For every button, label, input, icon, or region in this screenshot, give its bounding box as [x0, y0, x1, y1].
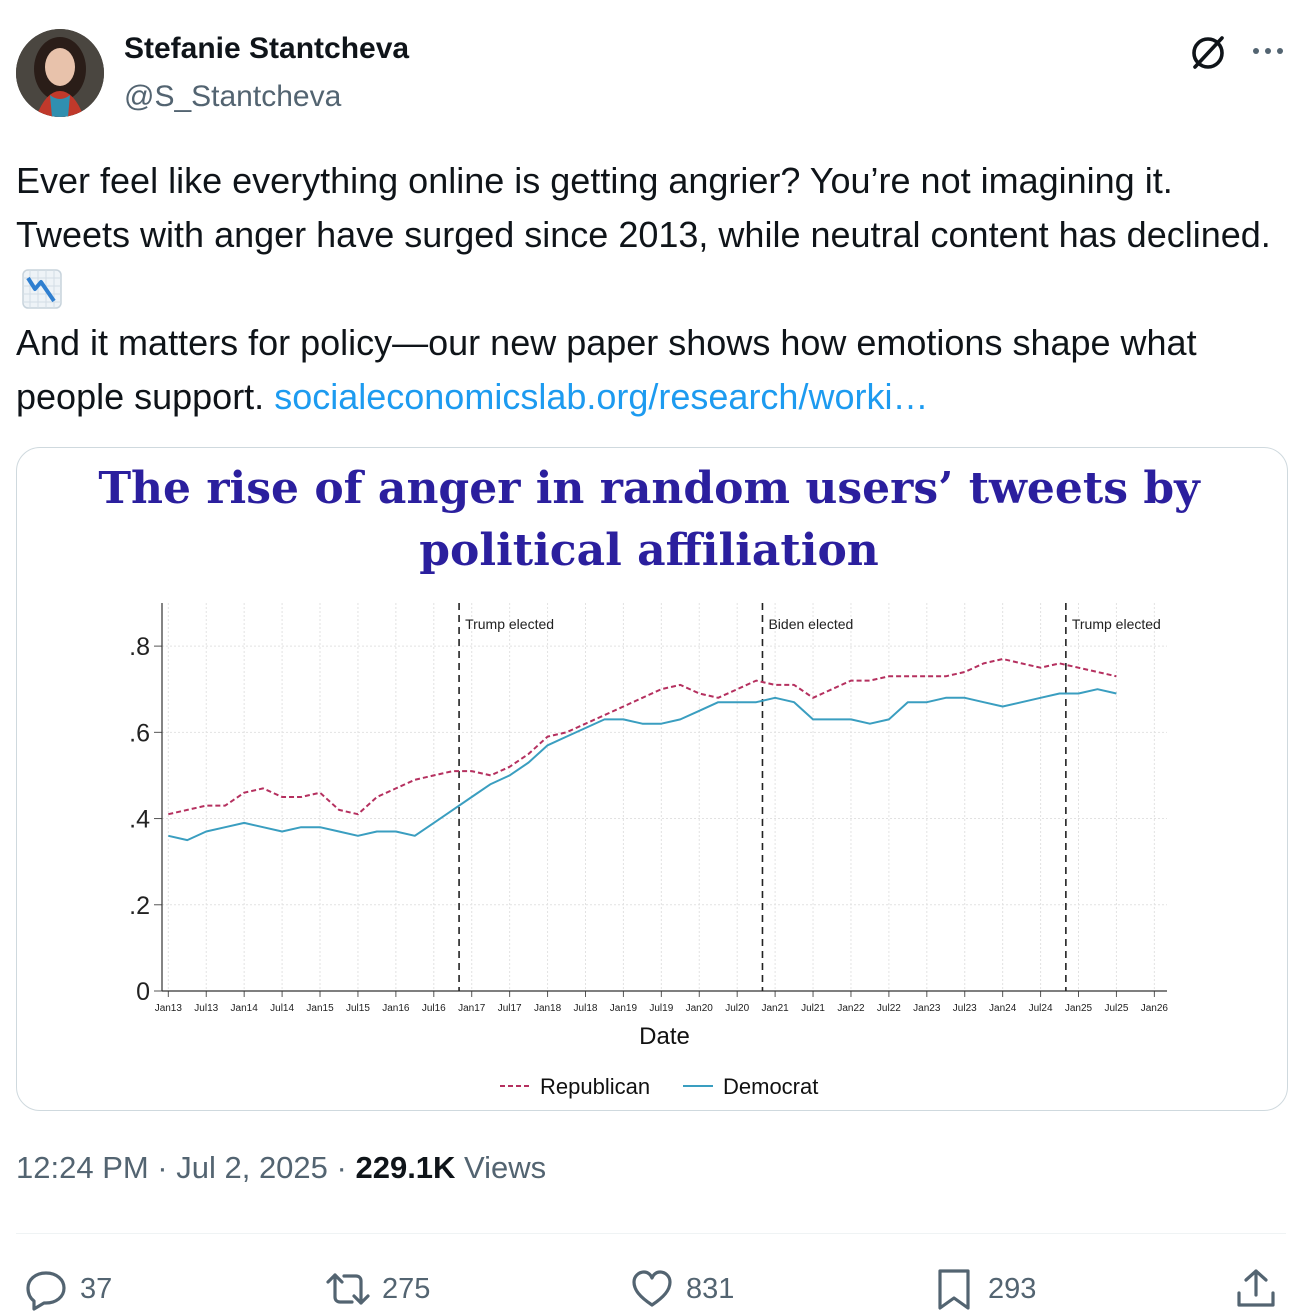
- author-name[interactable]: Stefanie Stantcheva: [124, 32, 410, 65]
- bookmark-count: 293: [988, 1272, 1037, 1305]
- x-tick-label: Jul23: [953, 1003, 977, 1014]
- x-tick-label: Jan20: [686, 1003, 714, 1014]
- x-tick-label: Jan23: [913, 1003, 941, 1014]
- line-chart: Jan13 Jul13 Jan14 Jul14 Jan15 Jul15 Jan16 Jul16…: [129, 603, 1169, 1099]
- x-tick-label: Jul19: [649, 1003, 673, 1014]
- x-tick-label: Jan15: [306, 1003, 334, 1014]
- retweet-icon: [326, 1273, 370, 1305]
- tweet-line-1: Ever feel like everything online is gett…: [16, 160, 1271, 255]
- x-tick-label: Jan19: [610, 1003, 638, 1014]
- x-tick-label: Jan22: [837, 1003, 865, 1014]
- retweet-count: 275: [382, 1272, 431, 1305]
- x-tick-label: Jan21: [761, 1003, 789, 1014]
- series-line-republican: [168, 658, 1117, 816]
- x-tick-label: Jul17: [498, 1003, 522, 1014]
- x-tick-label: Jan18: [534, 1003, 562, 1014]
- x-tick-label: Jul25: [1104, 1003, 1128, 1014]
- y-tick-label: .4: [129, 806, 150, 834]
- x-axis-label: Date: [639, 1023, 690, 1050]
- x-tick-label: Jul16: [422, 1003, 446, 1014]
- x-tick-label: Jan24: [989, 1003, 1017, 1014]
- share-button[interactable]: [1234, 1262, 1290, 1316]
- tweet-line-2: And it matters for policy—our new paper …: [16, 322, 1197, 417]
- avatar[interactable]: [16, 29, 104, 117]
- x-tick-label: Jan26: [1141, 1003, 1169, 1014]
- chart-title: The rise of anger in random users’ tweet…: [98, 463, 1200, 576]
- x-tick-label: Jul20: [725, 1003, 749, 1014]
- share-icon: [1237, 1269, 1275, 1307]
- x-tick-label: Jul15: [346, 1003, 370, 1014]
- tweet-meta: 12:24 PM · Jul 2, 2025 · 229.1K Views: [16, 1150, 546, 1186]
- x-tick-label: Jan25: [1065, 1003, 1093, 1014]
- divider: [16, 1233, 1286, 1234]
- grok-icon[interactable]: [1188, 32, 1228, 72]
- x-tick-label: Jul14: [270, 1003, 294, 1014]
- x-tick-label: Jul18: [574, 1003, 598, 1014]
- y-tick-label: .8: [129, 633, 150, 661]
- x-tick-label: Jul13: [194, 1003, 218, 1014]
- reply-icon: [26, 1271, 66, 1311]
- timestamp[interactable]: 12:24 PM · Jul 2, 2025 ·: [16, 1150, 356, 1185]
- views-label: Views: [455, 1150, 547, 1185]
- bookmark-button[interactable]: 293: [932, 1262, 1036, 1316]
- x-tick-label: Jul21: [801, 1003, 825, 1014]
- chart-decreasing-icon: [22, 269, 62, 309]
- legend-label: Republican: [540, 1074, 650, 1099]
- x-tick-label: Jan16: [382, 1003, 410, 1014]
- legend-label: Democrat: [723, 1074, 818, 1099]
- views-count: 229.1K: [355, 1150, 456, 1185]
- x-tick-label: Jan14: [231, 1003, 259, 1014]
- y-tick-label: 0: [136, 978, 150, 1006]
- tweet-text: Ever feel like everything online is gett…: [16, 154, 1291, 424]
- event-label: Biden elected: [768, 616, 853, 632]
- paper-link[interactable]: socialeconomicslab.org/research/worki…: [274, 376, 929, 417]
- reply-count: 37: [80, 1272, 113, 1305]
- like-count: 831: [686, 1272, 735, 1305]
- event-label: Trump elected: [1072, 616, 1161, 632]
- author-handle[interactable]: @S_Stantcheva: [124, 80, 342, 113]
- event-label: Trump elected: [465, 616, 554, 632]
- more-icon[interactable]: [1250, 36, 1286, 66]
- x-tick-label: Jan17: [458, 1003, 486, 1014]
- like-button[interactable]: 831: [630, 1262, 734, 1316]
- series-line-democrat: [168, 688, 1117, 842]
- heart-icon: [632, 1270, 672, 1307]
- chart-image[interactable]: The rise of anger in random users’ tweet…: [16, 447, 1288, 1111]
- x-tick-label: Jan13: [155, 1003, 183, 1014]
- action-bar: 37 275 831 293: [0, 1262, 1302, 1316]
- tweet-header: Stefanie Stantcheva @S_Stantcheva: [0, 0, 1302, 130]
- y-tick-label: .2: [129, 892, 150, 920]
- y-tick-label: .6: [129, 719, 150, 747]
- x-tick-label: Jul24: [1029, 1003, 1053, 1014]
- retweet-button[interactable]: 275: [326, 1262, 430, 1316]
- x-tick-label: Jul22: [877, 1003, 901, 1014]
- bookmark-icon: [938, 1269, 970, 1310]
- reply-button[interactable]: 37: [24, 1262, 112, 1316]
